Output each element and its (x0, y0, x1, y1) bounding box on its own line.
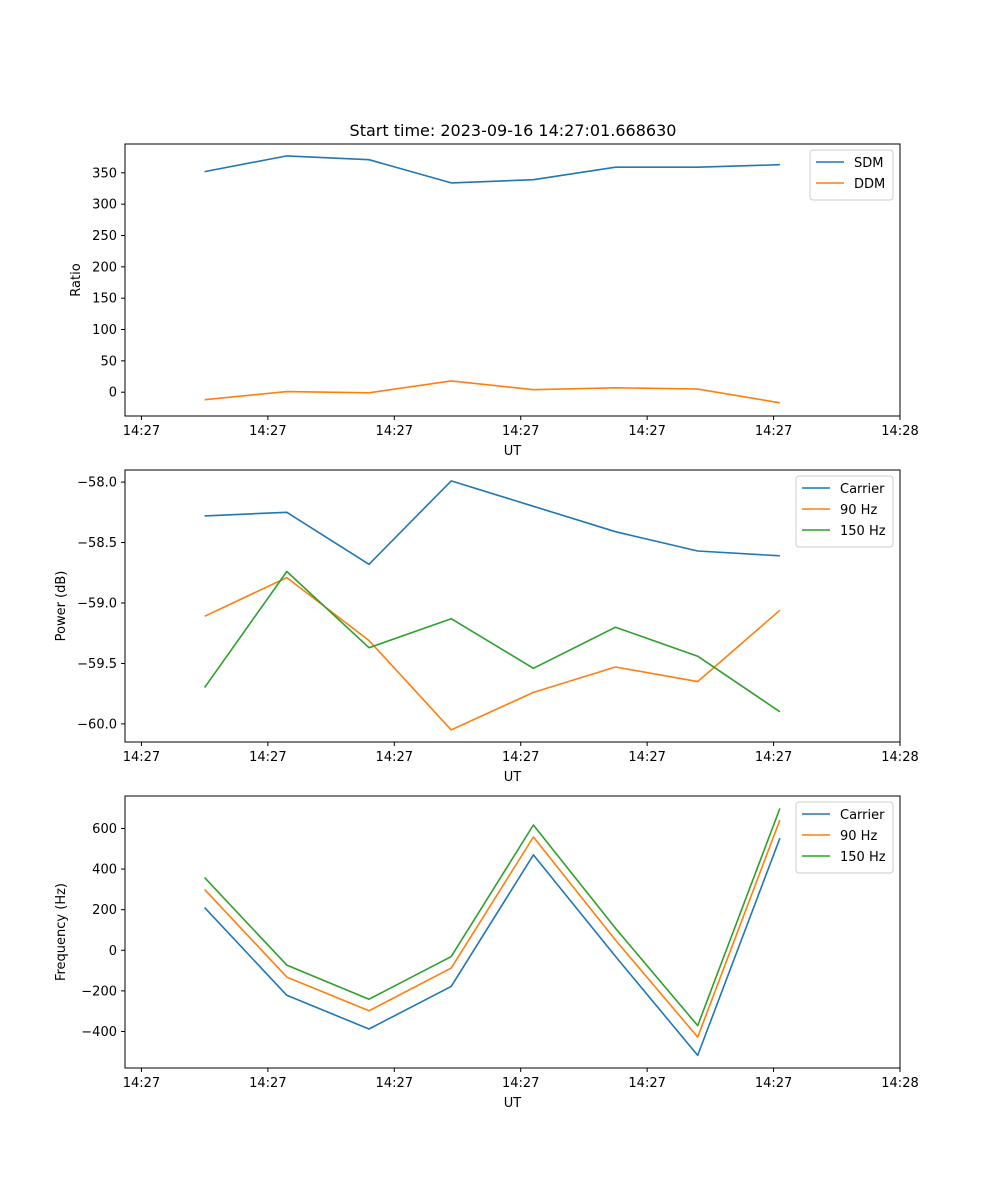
x-tick-label: 14:27 (376, 424, 413, 439)
subplot-3: 14:27 14:27 14:27 14:27 14:27 14:27 14:28 −400 −… (54, 795, 919, 1111)
y-tick-label: −200 (81, 984, 117, 999)
y-tick-label: −400 (81, 1025, 117, 1040)
x-tick-label: 14:27 (249, 424, 286, 439)
x-tick-label: 14:27 (755, 1076, 792, 1091)
y-tick-label: 250 (92, 229, 117, 244)
figure-title: Start time: 2023-09-16 14:27:01.668630 (350, 121, 677, 140)
subplot-2: 14:27 14:27 14:27 14:27 14:27 14:27 14:28 −60.0… (54, 469, 919, 785)
legend-label: 150 Hz (840, 524, 886, 539)
y-tick-label: −60.0 (77, 717, 117, 732)
legend-label: 90 Hz (840, 829, 877, 844)
x-axis-label: UT (504, 444, 522, 459)
legend-label: 90 Hz (840, 503, 877, 518)
x-tick-label: 14:27 (628, 1076, 665, 1091)
y-tick-label: 600 (92, 822, 117, 837)
series-line-150-hz (204, 808, 781, 1027)
plot-frame (124, 795, 901, 1069)
x-tick-label: 14:27 (123, 424, 160, 439)
series-line-ddm (204, 380, 781, 404)
series-line-carrier (204, 837, 781, 1057)
y-tick-label: 200 (92, 903, 117, 918)
legend-label: DDM (854, 177, 885, 192)
legend-label: 150 Hz (840, 850, 886, 865)
x-tick-label: 14:27 (502, 424, 539, 439)
y-tick-label: 400 (92, 863, 117, 878)
x-tick-label: 14:27 (376, 1076, 413, 1091)
x-tick-label: 14:27 (249, 1076, 286, 1091)
y-tick-label: 300 (92, 198, 117, 213)
y-tick-label: −58.0 (77, 476, 117, 491)
y-tick-label: −59.5 (77, 657, 117, 672)
legend-label: Carrier (840, 808, 885, 823)
plot-frame (124, 143, 901, 417)
subplot-1: 14:27 14:27 14:27 14:27 14:27 14:27 14:28 0 50 10… (69, 143, 919, 459)
y-axis-label: Power (dB) (54, 571, 69, 642)
x-tick-label: 14:27 (502, 750, 539, 765)
y-tick-label: 50 (100, 354, 117, 369)
x-tick-label: 14:27 (123, 1076, 160, 1091)
legend: Carrier 90 Hz 150 Hz (795, 801, 894, 874)
y-tick-label: −58.5 (77, 536, 117, 551)
y-tick-label: 150 (92, 292, 117, 307)
legend-label: SDM (854, 156, 883, 171)
x-tick-label: 14:27 (502, 1076, 539, 1091)
x-tick-label: 14:28 (881, 1076, 918, 1091)
series-line-sdm (204, 155, 780, 184)
y-tick-label: 0 (109, 944, 117, 959)
y-tick-label: 0 (109, 386, 117, 401)
legend: SDM DDM (809, 149, 894, 201)
x-tick-label: 14:27 (628, 750, 665, 765)
y-axis-label: Frequency (Hz) (54, 883, 69, 981)
y-tick-label: 100 (92, 323, 117, 338)
x-tick-label: 14:28 (881, 424, 918, 439)
x-tick-label: 14:27 (249, 750, 286, 765)
y-axis-label: Ratio (69, 263, 84, 296)
plot-frame (124, 469, 901, 743)
subplot-stack: 14:27 14:27 14:27 14:27 14:27 14:27 14:28 0 50 10… (54, 143, 919, 1111)
x-axis-label: UT (504, 770, 522, 785)
legend-label: Carrier (840, 482, 885, 497)
series-line-90-hz (204, 819, 781, 1038)
legend: Carrier 90 Hz 150 Hz (795, 475, 894, 548)
x-tick-label: 14:27 (123, 750, 160, 765)
series-line-150-hz (203, 570, 781, 713)
x-tick-label: 14:27 (755, 750, 792, 765)
x-tick-label: 14:27 (376, 750, 413, 765)
y-tick-label: 350 (92, 166, 117, 181)
x-axis-label: UT (504, 1096, 522, 1111)
x-tick-label: 14:27 (628, 424, 665, 439)
x-tick-label: 14:28 (881, 750, 918, 765)
y-tick-label: 200 (92, 260, 117, 275)
y-tick-label: −59.0 (77, 596, 117, 611)
series-line-carrier (204, 480, 780, 566)
series-line-90-hz (204, 576, 781, 731)
x-tick-label: 14:27 (755, 424, 792, 439)
